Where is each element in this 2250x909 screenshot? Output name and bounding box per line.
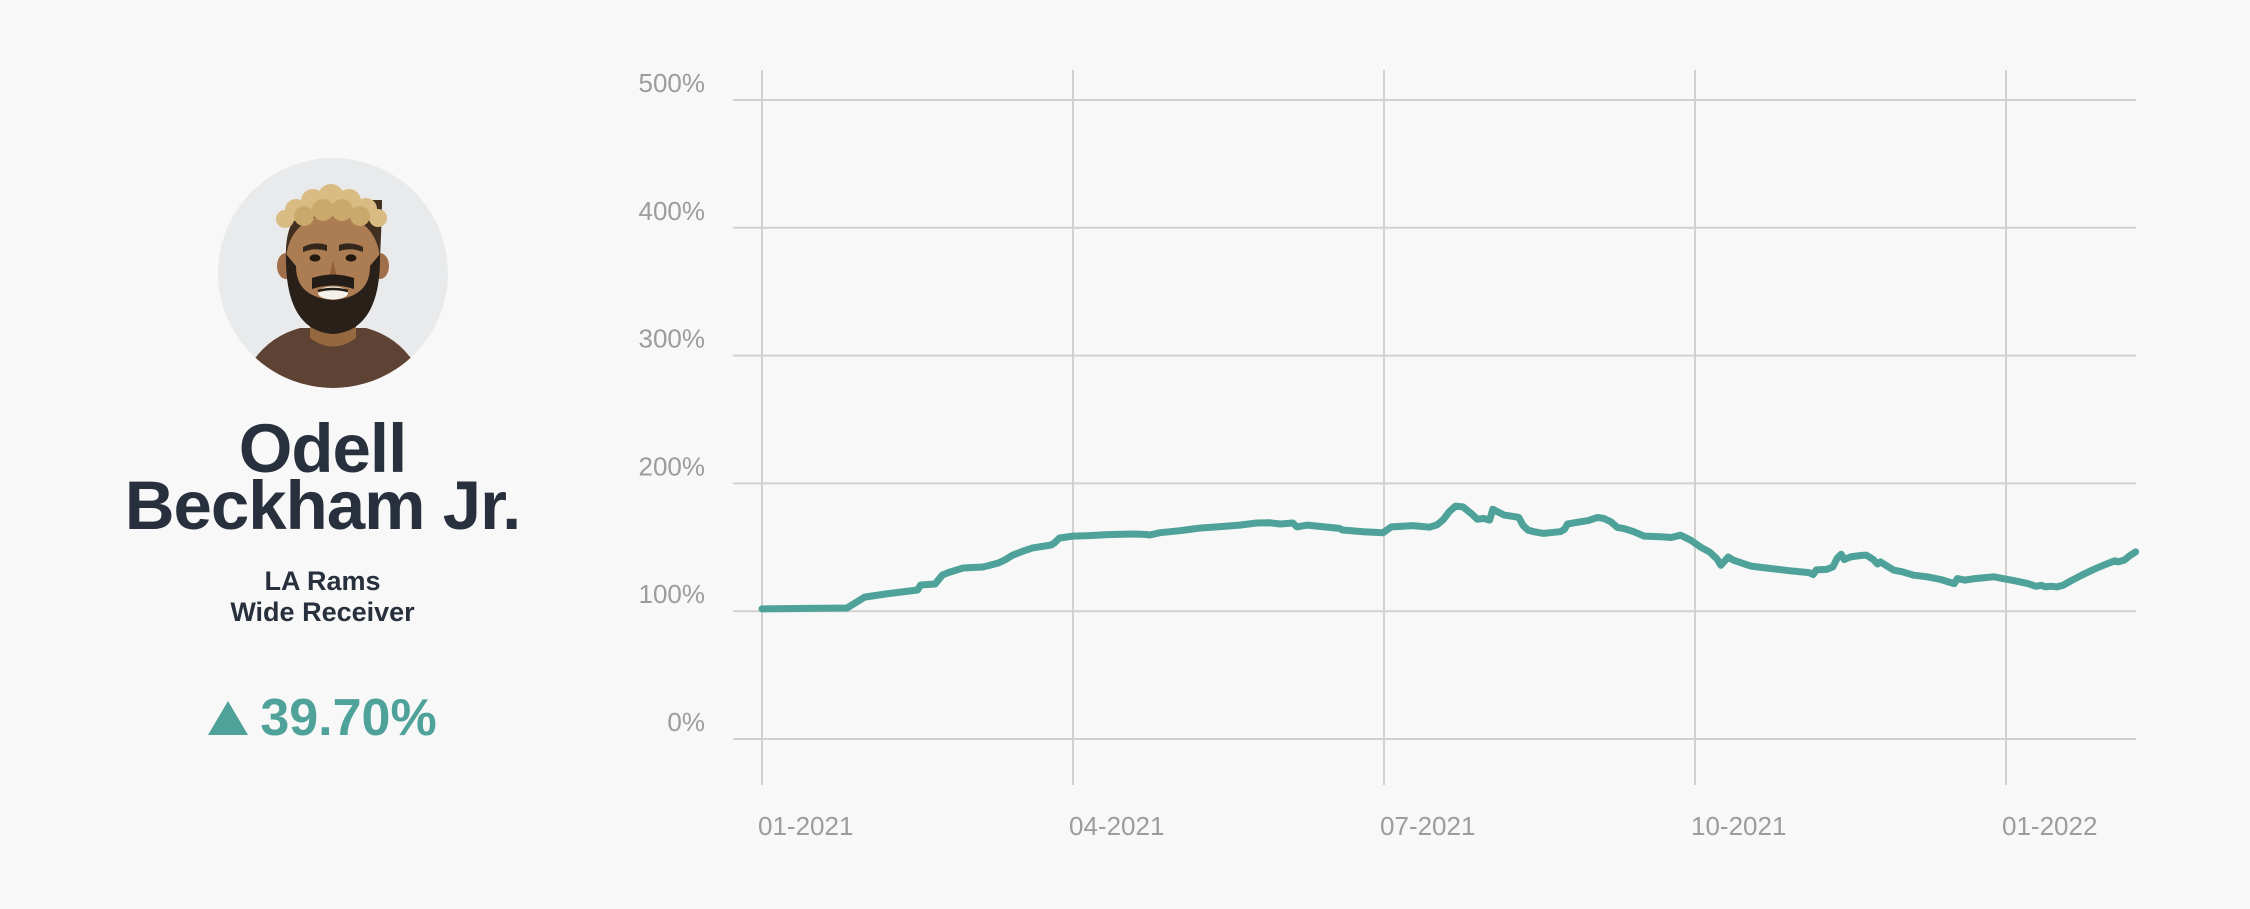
player-name-line2: Beckham Jr. [124,467,522,544]
x-axis-label: 10-2021 [1691,811,1786,841]
player-name: Odell Beckham Jr. [0,410,645,544]
change-value: 39.70% [260,689,437,747]
change-indicator: 39.70% [0,689,645,747]
player-name-line1: Odell [238,410,408,487]
player-headshot-image [218,158,448,388]
y-axis-label: 0% [667,707,705,737]
avatar [218,158,448,388]
player-position: Wide Receiver [230,597,415,627]
y-axis-label: 500% [639,68,706,98]
x-axis-label: 04-2021 [1069,811,1164,841]
x-axis-label: 01-2022 [2002,811,2097,841]
player-card: Odell Beckham Jr. LA Rams Wide Receiver … [0,0,645,909]
x-axis-label: 01-2021 [758,811,853,841]
y-axis-label: 100% [639,579,706,609]
player-meta: LA Rams Wide Receiver [0,566,645,628]
y-axis-label: 300% [639,324,706,354]
up-triangle-icon [208,701,249,735]
x-axis-label: 07-2021 [1380,811,1475,841]
y-axis-label: 400% [639,196,706,226]
player-team: LA Rams [264,566,381,596]
price-line [758,502,2140,613]
y-axis-label: 200% [639,451,706,481]
